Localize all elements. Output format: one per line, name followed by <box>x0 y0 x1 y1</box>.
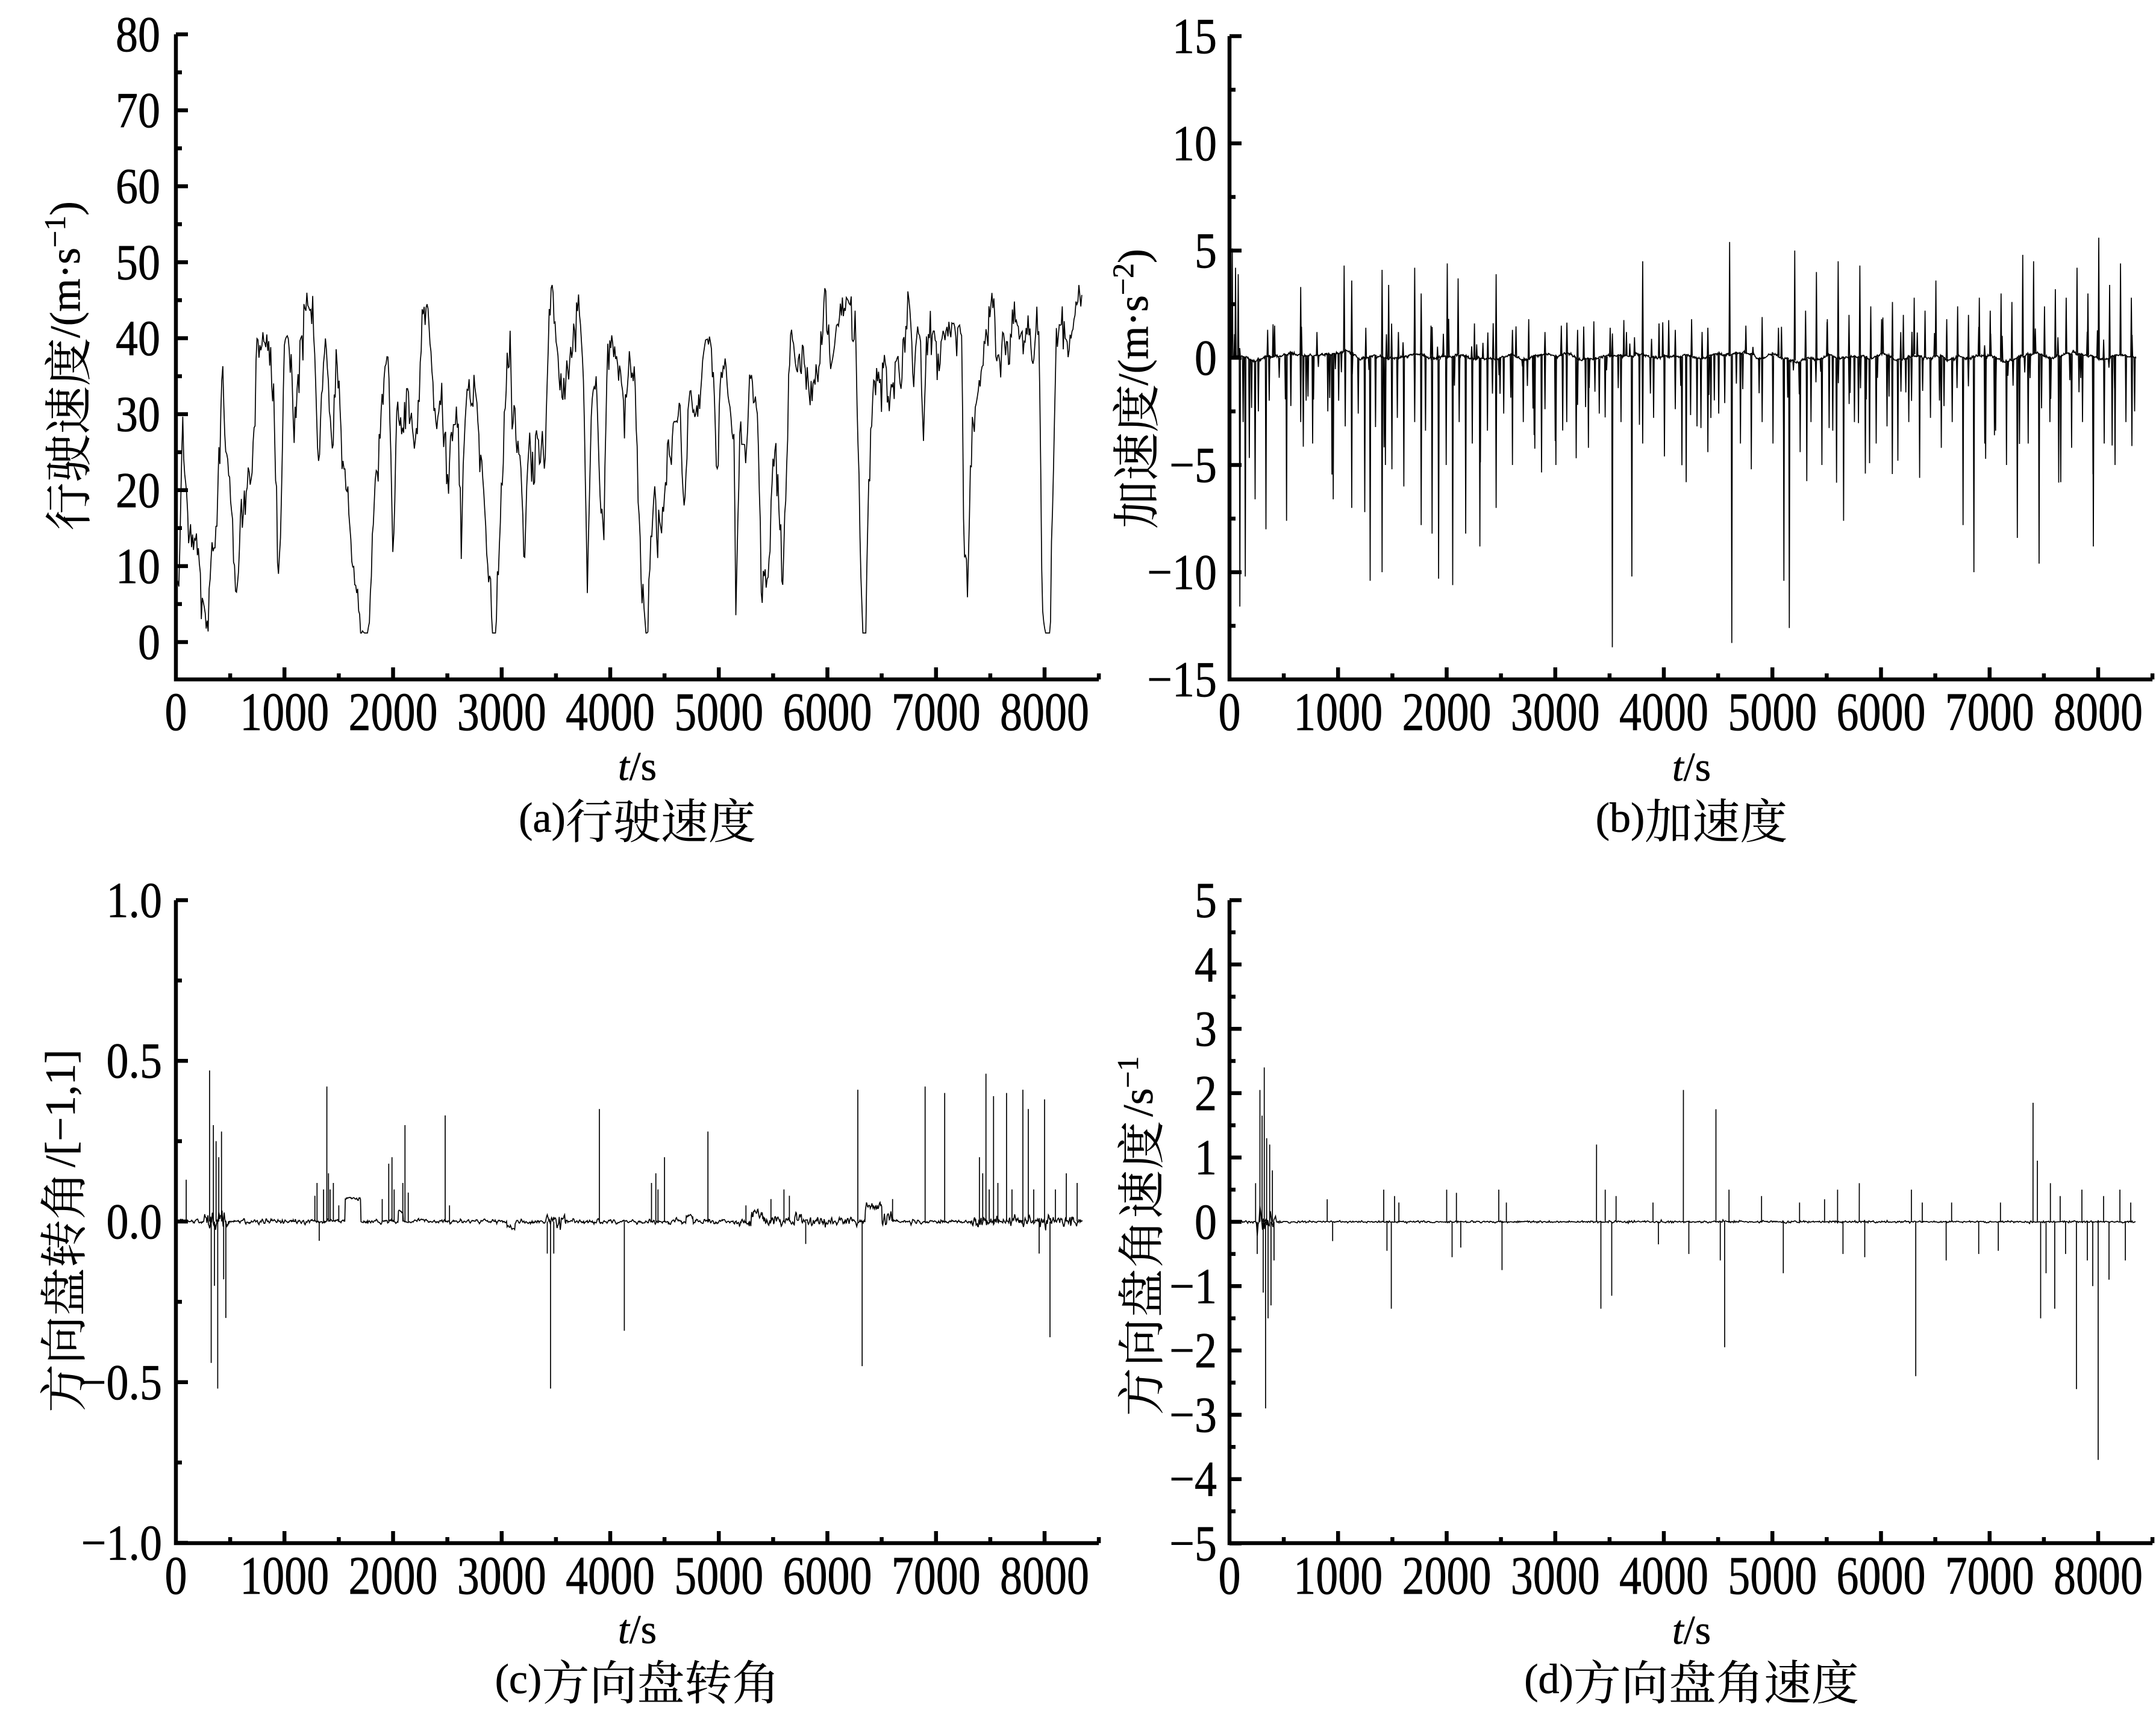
svg-text:4000: 4000 <box>1619 681 1708 742</box>
svg-text:(a): (a) <box>519 795 566 841</box>
svg-text:3000: 3000 <box>457 681 546 742</box>
svg-text:3000: 3000 <box>457 1545 546 1606</box>
svg-text:5: 5 <box>1195 223 1217 279</box>
svg-text:t/s: t/s <box>618 1606 657 1652</box>
svg-text:1.0: 1.0 <box>107 873 162 928</box>
svg-text:0: 0 <box>165 681 187 742</box>
svg-text:2000: 2000 <box>1402 681 1492 742</box>
svg-text:8000: 8000 <box>2054 681 2143 742</box>
svg-text:0.5: 0.5 <box>107 1034 162 1089</box>
svg-text:0: 0 <box>165 1545 187 1606</box>
svg-text:10: 10 <box>1172 116 1217 172</box>
svg-text:7000: 7000 <box>892 1545 981 1606</box>
svg-text:8000: 8000 <box>1000 1545 1089 1606</box>
svg-text:−5: −5 <box>1169 438 1217 493</box>
svg-text:20: 20 <box>116 463 160 519</box>
svg-text:0: 0 <box>1219 1545 1241 1606</box>
svg-text:−4: −4 <box>1169 1452 1217 1508</box>
svg-text:t/s: t/s <box>1672 744 1711 790</box>
svg-text:5: 5 <box>1195 873 1217 928</box>
svg-text:3000: 3000 <box>1511 681 1600 742</box>
svg-text:−10: −10 <box>1147 545 1217 601</box>
svg-text:2000: 2000 <box>349 1545 438 1606</box>
svg-text:2000: 2000 <box>349 681 438 742</box>
svg-text:7000: 7000 <box>892 681 981 742</box>
svg-text:6000: 6000 <box>1837 1545 1926 1606</box>
svg-text:−5: −5 <box>1169 1516 1217 1571</box>
svg-text:1000: 1000 <box>240 1545 329 1606</box>
svg-text:4000: 4000 <box>566 1545 655 1606</box>
svg-text:6000: 6000 <box>1837 681 1926 742</box>
svg-text:0.0: 0.0 <box>107 1194 162 1250</box>
svg-text:0: 0 <box>1195 1194 1217 1250</box>
svg-text:6000: 6000 <box>783 681 872 742</box>
svg-text:60: 60 <box>116 159 160 214</box>
svg-text:30: 30 <box>116 387 160 443</box>
svg-text:70: 70 <box>116 83 160 139</box>
svg-text:8000: 8000 <box>2054 1545 2143 1606</box>
svg-text:1000: 1000 <box>1293 681 1383 742</box>
svg-text:2: 2 <box>1195 1066 1217 1122</box>
svg-text:80: 80 <box>116 7 160 63</box>
svg-text:−1.0: −1.0 <box>81 1515 162 1571</box>
svg-text:1: 1 <box>1195 1131 1217 1186</box>
svg-text:4000: 4000 <box>566 681 655 742</box>
svg-text:5000: 5000 <box>674 1545 763 1606</box>
svg-text:−1: −1 <box>1169 1259 1217 1314</box>
svg-text:40: 40 <box>116 311 160 366</box>
svg-text:6000: 6000 <box>783 1545 872 1606</box>
svg-text:5000: 5000 <box>1728 681 1817 742</box>
svg-text:5000: 5000 <box>674 681 763 742</box>
svg-text:0: 0 <box>138 615 160 670</box>
svg-text:4000: 4000 <box>1619 1545 1708 1606</box>
svg-text:2000: 2000 <box>1402 1545 1492 1606</box>
svg-text:4: 4 <box>1195 937 1217 993</box>
svg-text:(d): (d) <box>1524 1656 1573 1703</box>
svg-text:0: 0 <box>1195 331 1217 386</box>
svg-text:1000: 1000 <box>1293 1545 1383 1606</box>
svg-text:−0.5: −0.5 <box>81 1355 162 1411</box>
svg-text:−2: −2 <box>1169 1323 1217 1379</box>
svg-text:7000: 7000 <box>1945 681 2034 742</box>
svg-text:−15: −15 <box>1147 652 1217 708</box>
svg-text:0: 0 <box>1219 681 1241 742</box>
svg-text:7000: 7000 <box>1945 1545 2034 1606</box>
svg-text:t/s: t/s <box>618 743 657 789</box>
svg-text:−3: −3 <box>1169 1388 1217 1443</box>
svg-text:5000: 5000 <box>1728 1545 1817 1606</box>
svg-text:15: 15 <box>1172 9 1217 64</box>
svg-text:(c): (c) <box>495 1656 542 1703</box>
svg-text:10: 10 <box>116 539 160 594</box>
svg-text:8000: 8000 <box>1000 681 1089 742</box>
svg-text:/[−1,1]: /[−1,1] <box>37 1049 84 1167</box>
svg-text:1000: 1000 <box>240 681 329 742</box>
svg-text:(b): (b) <box>1596 795 1645 841</box>
svg-text:3: 3 <box>1195 1002 1217 1057</box>
svg-text:50: 50 <box>116 235 160 290</box>
svg-text:t/s: t/s <box>1672 1607 1711 1653</box>
svg-text:3000: 3000 <box>1511 1545 1600 1606</box>
